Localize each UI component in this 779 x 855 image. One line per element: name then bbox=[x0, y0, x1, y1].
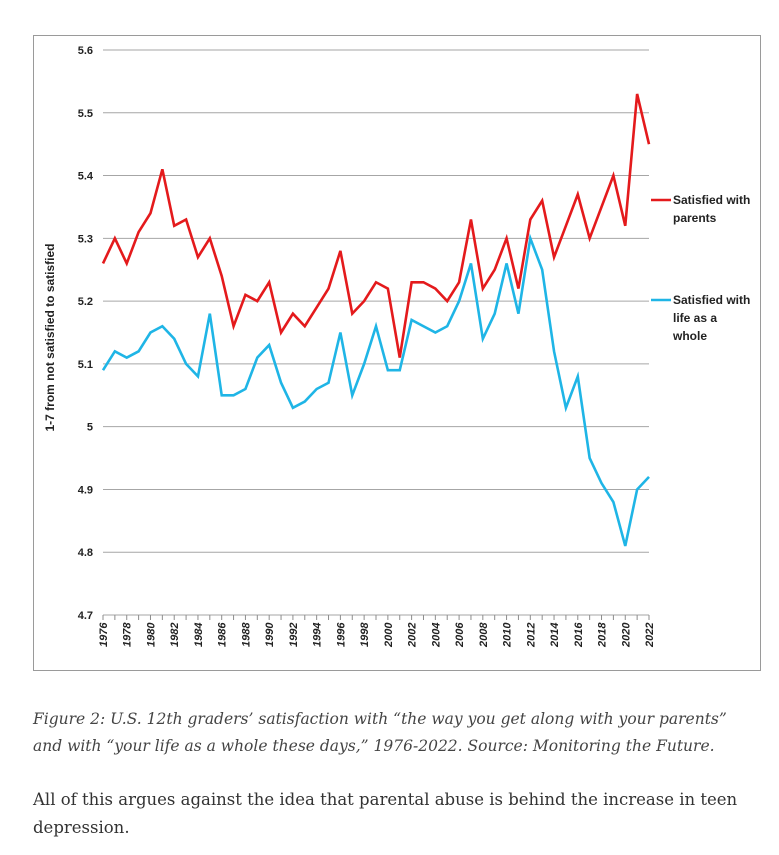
x-tick-label: 1978 bbox=[122, 622, 134, 647]
x-tick-label: 1976 bbox=[98, 622, 110, 647]
x-tick-label: 2014 bbox=[549, 623, 561, 648]
y-axis-label: 1-7 from not satisfied to satisfied bbox=[43, 243, 57, 431]
line-chart: 4.7 4.8 4.9 5 5.1 5.2 5.3 5.4 5.5 5.6 1976 1978 1980… bbox=[43, 45, 750, 648]
y-tick-label: 4.9 bbox=[78, 484, 93, 496]
x-tick-label: 2016 bbox=[573, 622, 585, 648]
series-line-parents bbox=[101, 93, 651, 358]
body-paragraph: All of this argues against the idea that… bbox=[33, 790, 738, 837]
y-tick-label: 4.8 bbox=[78, 547, 93, 559]
y-tick-label: 5.3 bbox=[78, 233, 93, 245]
x-tick-label: 1980 bbox=[145, 622, 157, 647]
x-tick-label: 2012 bbox=[525, 623, 537, 648]
chart-frame: 4.7 4.8 4.9 5 5.1 5.2 5.3 5.4 5.5 5.6 1976 1978 1980… bbox=[33, 35, 761, 671]
x-tick-label: 1986 bbox=[217, 622, 229, 647]
y-tick-label: 5.6 bbox=[78, 45, 93, 57]
x-tick-label: 2002 bbox=[407, 623, 419, 648]
y-tick-label: 5.5 bbox=[78, 108, 93, 120]
legend-label: Satisfied with bbox=[673, 193, 750, 207]
x-tick-label: 1988 bbox=[240, 622, 252, 647]
x-tick-label: 1994 bbox=[312, 623, 324, 647]
y-tick-label: 5 bbox=[87, 422, 93, 434]
y-tick-label: 4.7 bbox=[78, 610, 93, 622]
series-line-life bbox=[101, 233, 650, 547]
y-tick-label: 5.1 bbox=[78, 359, 93, 371]
x-tick-label: 2006 bbox=[454, 622, 466, 648]
y-tick-label: 5.4 bbox=[78, 171, 94, 183]
x-tick-label: 2004 bbox=[430, 623, 442, 648]
legend-label: whole bbox=[672, 329, 707, 343]
figure-caption: Figure 2: U.S. 12th graders’ satisfactio… bbox=[33, 710, 727, 755]
x-tick-label: 2020 bbox=[620, 622, 632, 648]
x-tick-label: 1998 bbox=[359, 622, 371, 647]
x-tick-label: 2000 bbox=[383, 622, 395, 648]
legend-label: life as a bbox=[673, 311, 717, 325]
x-tick-label: 1992 bbox=[288, 623, 300, 647]
legend-label: parents bbox=[673, 211, 717, 225]
x-tick-label: 2018 bbox=[597, 622, 609, 648]
x-tick-label: 2022 bbox=[644, 623, 656, 648]
x-tick-label: 2008 bbox=[478, 622, 490, 648]
x-tick-label: 1982 bbox=[169, 623, 181, 647]
legend-label: Satisfied with bbox=[673, 293, 750, 307]
x-tick-label: 2010 bbox=[502, 622, 514, 648]
x-tick-label: 1996 bbox=[335, 622, 347, 647]
y-tick-label: 5.2 bbox=[78, 296, 93, 308]
x-tick-label: 1984 bbox=[193, 623, 205, 647]
x-tick-label: 1990 bbox=[264, 622, 276, 647]
